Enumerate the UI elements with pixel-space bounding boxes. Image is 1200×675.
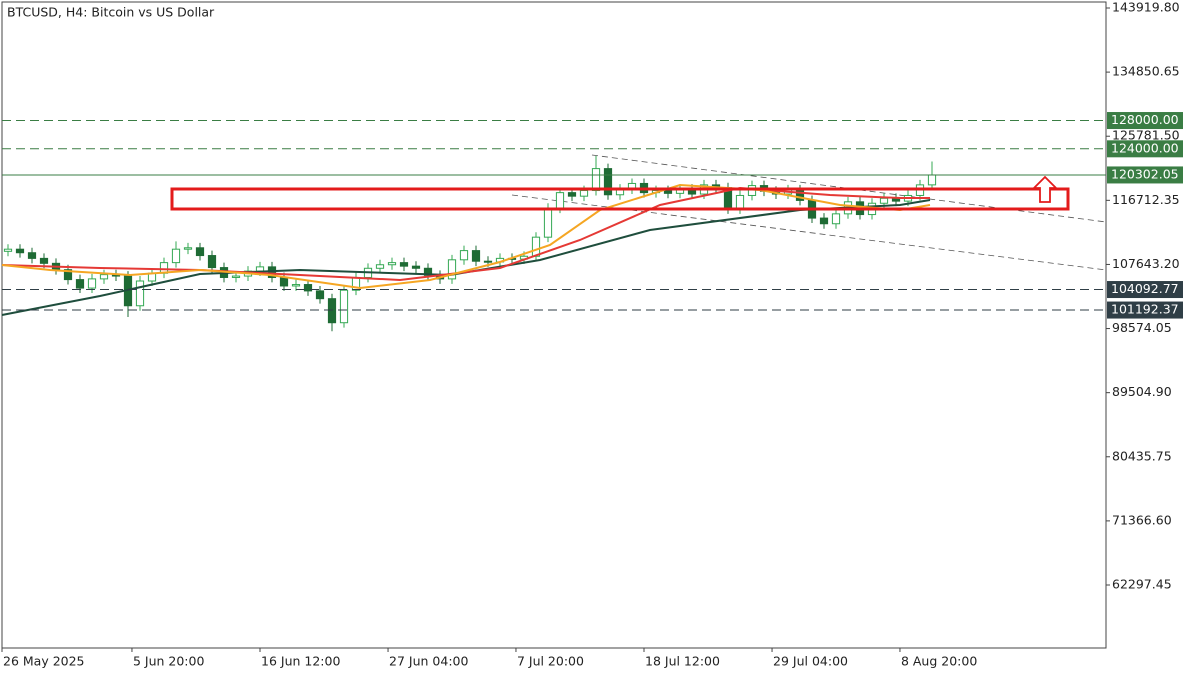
y-tick-label: 116712.35	[1112, 192, 1180, 207]
price-label-bg	[1107, 112, 1183, 130]
y-tick-label: 125781.50	[1112, 128, 1180, 143]
price-label-bg	[1107, 281, 1183, 299]
candle-body	[603, 168, 613, 196]
candle-body	[207, 255, 217, 269]
candle-body	[567, 192, 577, 197]
candle-body	[483, 260, 493, 263]
price-label: 128000.00	[1111, 112, 1179, 127]
candle-body	[591, 168, 601, 192]
candle-body	[303, 284, 313, 292]
candle-body	[171, 248, 181, 264]
candle-body	[555, 192, 565, 209]
x-tick-label: 27 Jun 04:00	[389, 654, 468, 669]
candle-body	[75, 279, 85, 289]
candle-body	[63, 269, 73, 281]
candle-body	[327, 298, 337, 324]
y-tick-label: 71366.60	[1112, 512, 1172, 527]
candle-body	[255, 266, 265, 272]
candle-body	[195, 247, 205, 257]
x-tick-label: 5 Jun 20:00	[133, 654, 205, 669]
y-tick-label: 62297.45	[1112, 576, 1172, 591]
price-label: 124000.00	[1111, 140, 1179, 155]
candle-body	[819, 217, 829, 225]
series-layer	[1, 155, 937, 332]
x-tick-label: 26 May 2025	[3, 654, 85, 669]
candle-body	[315, 290, 325, 300]
price-label: 101192.37	[1111, 302, 1179, 317]
candle-body	[279, 276, 289, 287]
candle-body	[423, 267, 433, 276]
candle-body	[27, 252, 37, 259]
candle-body	[447, 259, 457, 280]
candle-body	[135, 280, 145, 307]
y-tick-label: 143919.80	[1112, 0, 1180, 14]
x-tick-label: 8 Aug 20:00	[901, 654, 977, 669]
price-label: 104092.77	[1111, 281, 1179, 296]
candle-body	[39, 257, 49, 264]
x-tick-label: 7 Jul 20:00	[517, 654, 584, 669]
candle-body	[411, 265, 421, 269]
candle-body	[15, 248, 25, 254]
y-tick-label: 98574.05	[1112, 320, 1172, 335]
moving-average	[1, 186, 930, 282]
candle-body	[531, 236, 541, 257]
candle-body	[87, 278, 97, 289]
y-tick-label: 89504.90	[1112, 384, 1172, 399]
candle-body	[579, 190, 589, 197]
candle-body	[387, 262, 397, 266]
candle-body	[231, 275, 241, 278]
candle-body	[291, 284, 301, 287]
chart-title: BTCUSD, H4: Bitcoin vs US Dollar	[7, 5, 215, 20]
candle-body	[831, 213, 841, 225]
candle-body	[183, 247, 193, 250]
candle-body	[339, 289, 349, 324]
up-arrow	[1031, 175, 1059, 203]
candle-body	[543, 207, 553, 238]
candle-body	[879, 197, 889, 204]
candle-body	[927, 174, 937, 186]
y-tick-label: 80435.75	[1112, 448, 1172, 463]
plot-frame	[1, 1, 1107, 649]
price-label: 120302.05	[1111, 166, 1179, 181]
x-tick-label: 29 Jul 04:00	[773, 654, 848, 669]
candle-body	[375, 264, 385, 269]
y-tick-label: 107643.20	[1112, 256, 1180, 271]
candle-body	[3, 248, 13, 252]
x-tick-label: 16 Jun 12:00	[261, 654, 340, 669]
moving-average	[1, 183, 931, 290]
candle-body	[471, 250, 481, 262]
candle-body	[459, 250, 469, 261]
candle-body	[663, 190, 673, 194]
price-label-bg	[1107, 140, 1183, 158]
zone-box	[170, 187, 1070, 211]
trendline	[591, 154, 1107, 223]
candle-body	[99, 274, 109, 280]
x-tick-label: 18 Jul 12:00	[645, 654, 720, 669]
y-tick-label: 134850.65	[1112, 64, 1180, 79]
price-label-bg	[1107, 166, 1183, 184]
price-label-bg	[1107, 301, 1183, 319]
candle-body	[399, 262, 409, 267]
candle-body	[735, 194, 745, 210]
